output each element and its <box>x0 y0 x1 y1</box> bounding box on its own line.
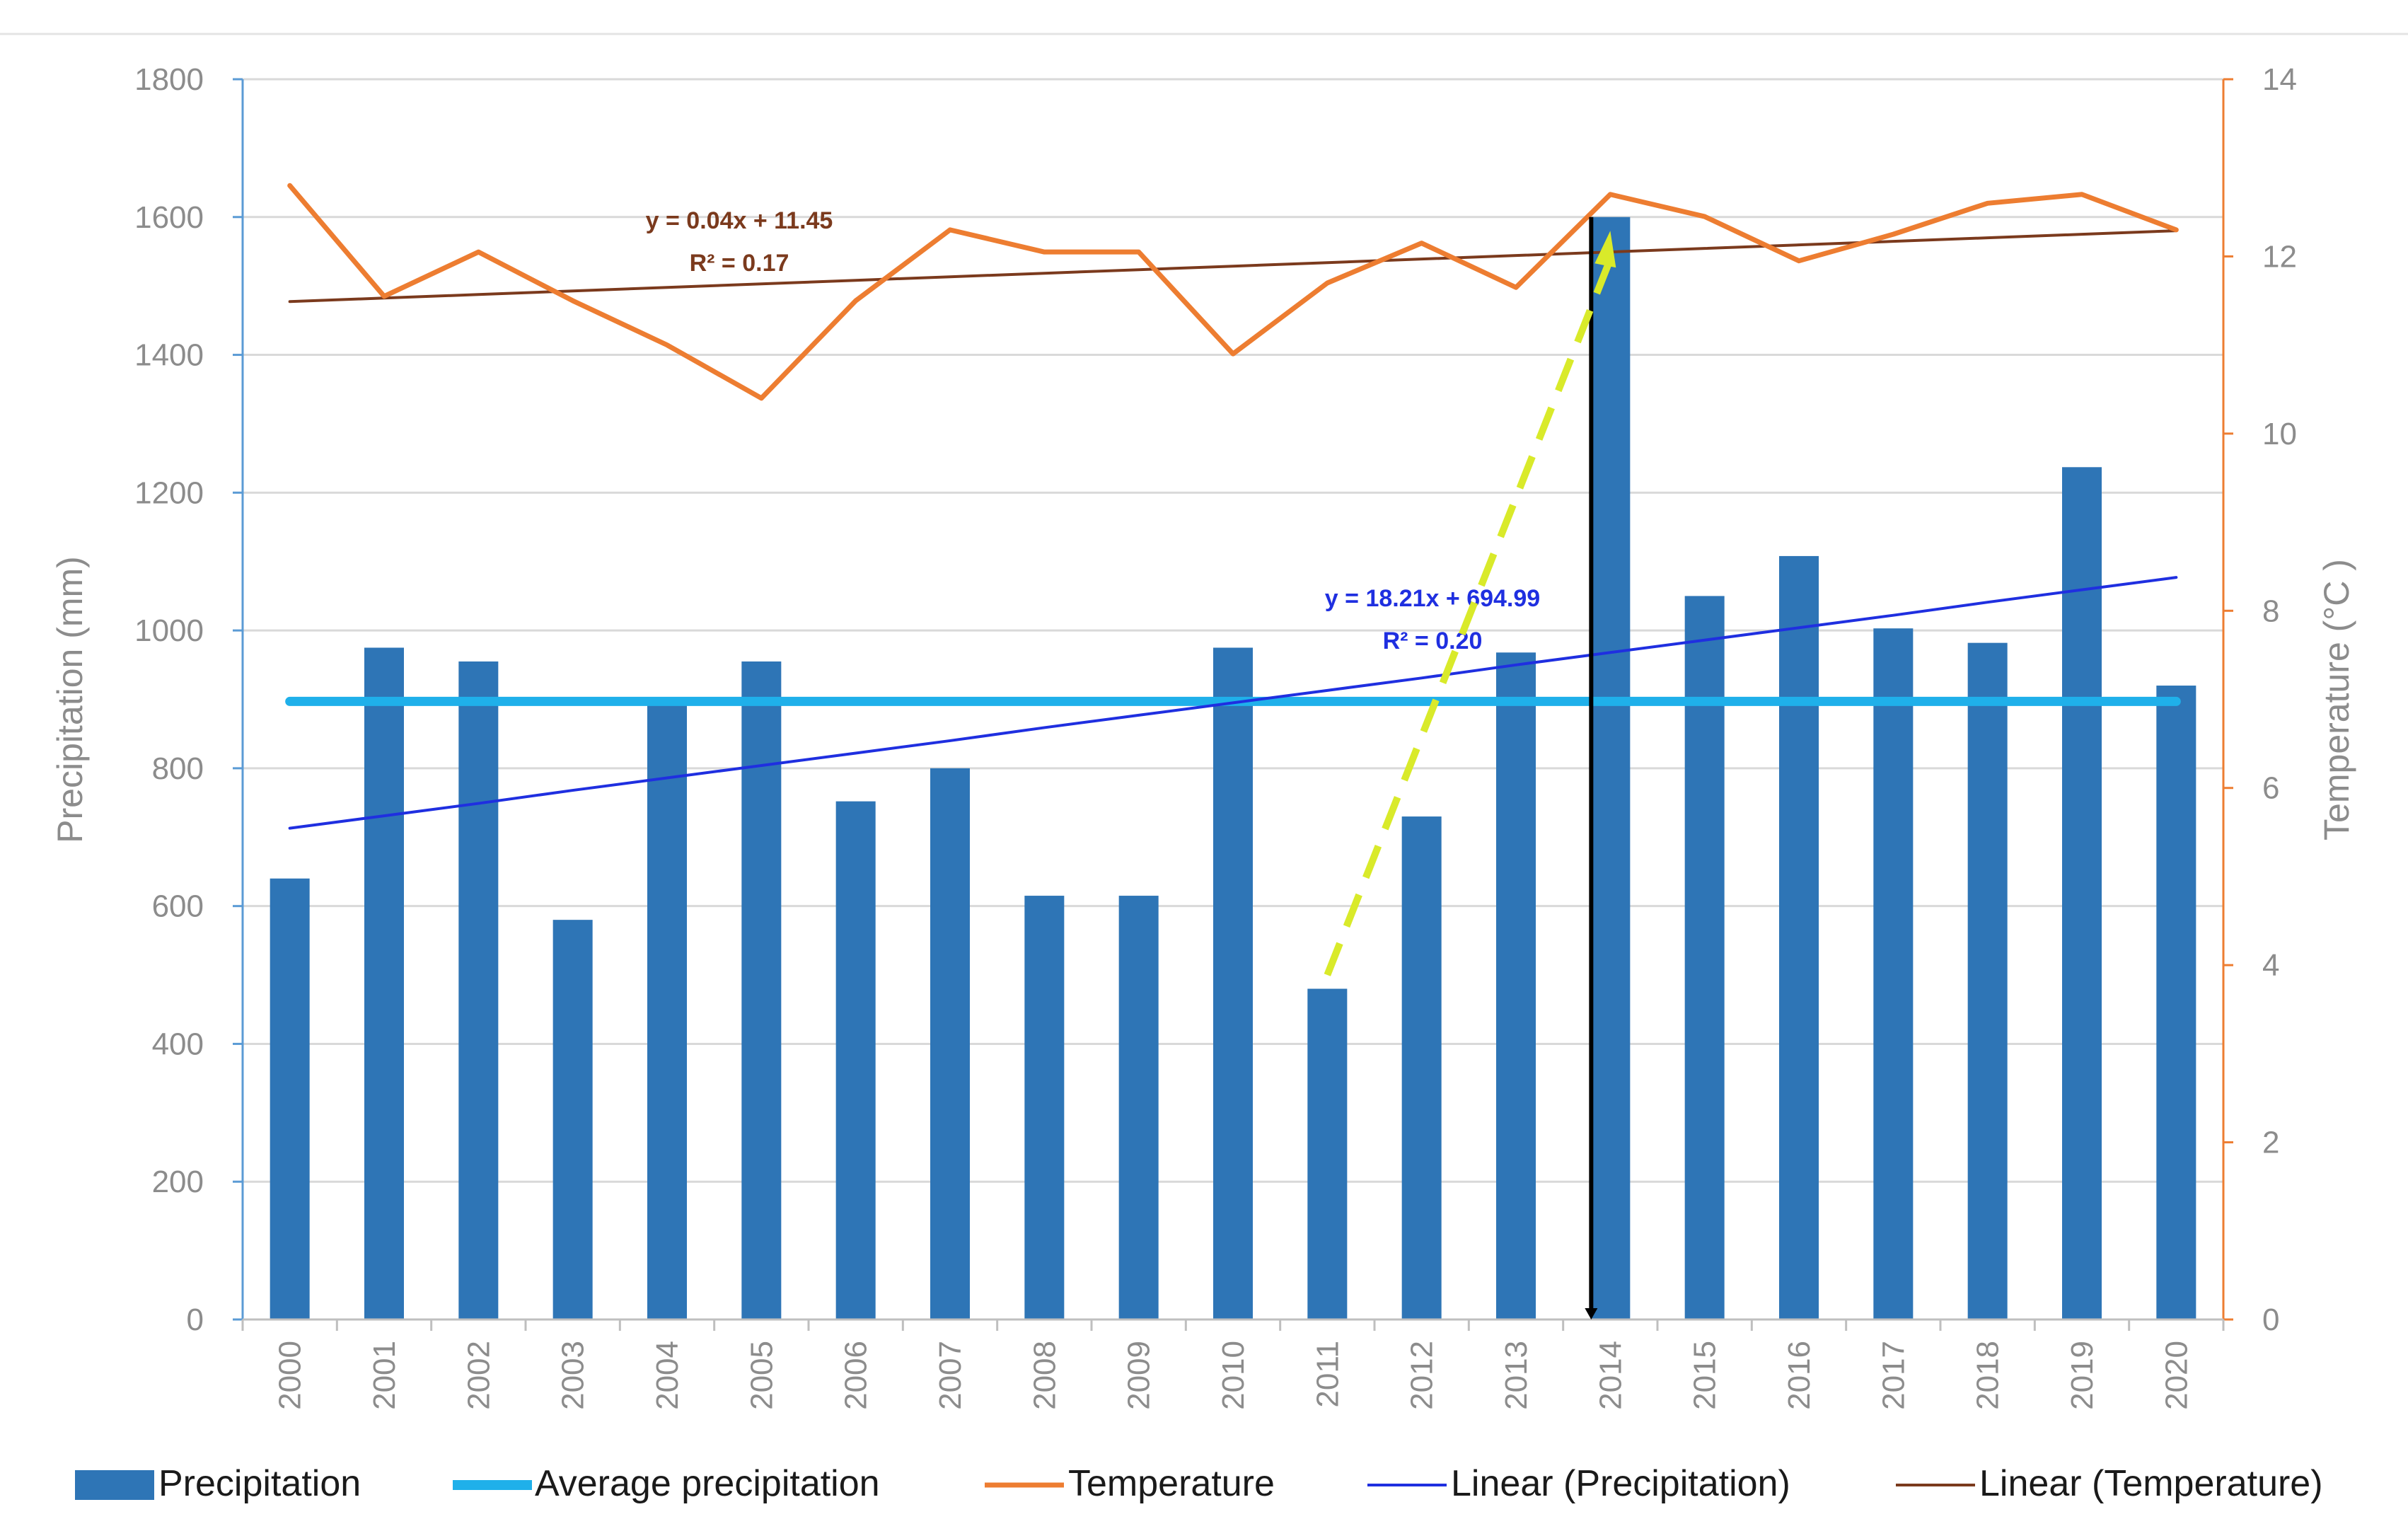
precipitation-bars <box>270 216 2196 1319</box>
precipitation-bar <box>1024 896 1065 1319</box>
precipitation-bar <box>552 920 593 1319</box>
x-tick-label: 2010 <box>1216 1341 1251 1410</box>
y-right-tick-label: 10 <box>2262 417 2297 451</box>
x-tick-label: 2001 <box>367 1341 402 1410</box>
precipitation-bar <box>1967 642 2008 1319</box>
x-tick-label: 2015 <box>1688 1341 1723 1410</box>
y-left-axis-title: Precipitation (mm) <box>50 556 90 843</box>
precipitation-bar <box>2062 467 2102 1319</box>
x-tick-label: 2008 <box>1027 1341 1062 1410</box>
y-right-axis-title: Temperature (°C ) <box>2317 559 2356 841</box>
legend-label-linear-temperature: Linear (Temperature) <box>1979 1463 2323 1504</box>
precipitation-bar <box>364 647 404 1319</box>
y-left-tick-label: 1600 <box>134 200 204 235</box>
y-right-tick-label: 4 <box>2262 948 2279 983</box>
precipitation-bar <box>647 703 687 1319</box>
temperature-trend-equation: y = 0.04x + 11.45 <box>646 207 833 234</box>
temperature-line <box>287 183 2179 401</box>
x-tick-label: 2016 <box>1782 1341 1817 1410</box>
precipitation-bar <box>1590 216 1631 1319</box>
annotations: y = 0.04x + 11.45 R² = 0.17 y = 18.21x +… <box>646 207 1616 1319</box>
precipitation-bar <box>1496 652 1536 1319</box>
precipitation-bar <box>2156 686 2196 1319</box>
y-right-tick-label: 6 <box>2262 771 2279 806</box>
temperature-trend-r2: R² = 0.17 <box>690 250 789 277</box>
series-lines <box>285 183 2181 830</box>
legend-label-temperature: Temperature <box>1068 1463 1275 1504</box>
x-tick-label: 2005 <box>744 1341 779 1410</box>
x-tick-label: 2002 <box>461 1341 496 1410</box>
y-left-tick-label: 200 <box>152 1165 204 1199</box>
x-tick-label: 2020 <box>2159 1341 2194 1410</box>
x-tick-label: 2009 <box>1122 1341 1157 1410</box>
precipitation-trendline <box>288 576 2178 830</box>
precipitation-bar <box>1779 555 1819 1319</box>
x-tick-label: 2017 <box>1876 1341 1911 1410</box>
precipitation-bar <box>270 878 310 1319</box>
legend-label-precipitation: Precipitation <box>158 1463 361 1504</box>
y-left-tick-label: 600 <box>152 889 204 924</box>
y-left-tick-label: 1400 <box>134 338 204 373</box>
legend: Precipitation Average precipitation Temp… <box>75 1463 2323 1504</box>
precipitation-bar <box>741 661 782 1319</box>
y-left-tick-label: 400 <box>152 1027 204 1061</box>
precipitation-bar <box>458 661 499 1319</box>
y-right-tick-label: 14 <box>2262 62 2297 97</box>
precipitation-bar <box>1401 816 1442 1319</box>
precipitation-bar <box>1118 896 1159 1319</box>
y-left-tick-label: 800 <box>152 751 204 786</box>
vertical-marker-arrowhead <box>1585 1308 1598 1319</box>
x-tick-label: 2014 <box>1593 1341 1628 1410</box>
y-left-tick-label: 1000 <box>134 613 204 648</box>
precipitation-bar <box>1873 628 1914 1319</box>
precipitation-bar <box>1307 988 1348 1319</box>
y-right-tick-label: 8 <box>2262 594 2279 628</box>
x-tick-label: 2019 <box>2065 1341 2100 1410</box>
x-tick-label: 2006 <box>839 1341 874 1410</box>
precipitation-bar <box>1684 596 1725 1319</box>
dashed-arrow-line <box>1324 258 1614 976</box>
y-left-tick-label: 1200 <box>134 475 204 510</box>
temperature-trendline <box>288 229 2178 304</box>
precipitation-bar <box>1213 647 1253 1319</box>
y-right-tick-label: 0 <box>2262 1303 2279 1337</box>
y-left-tick-label: 1800 <box>134 62 204 97</box>
x-tick-label: 2018 <box>1971 1341 2005 1410</box>
x-tick-label: 2012 <box>1405 1341 1440 1410</box>
y-right-tick-label: 12 <box>2262 239 2297 274</box>
x-tick-label: 2003 <box>556 1341 591 1410</box>
x-tick-label: 2013 <box>1499 1341 1534 1410</box>
precipitation-trend-r2: R² = 0.20 <box>1383 628 1483 654</box>
x-tick-label: 2000 <box>273 1341 308 1410</box>
precipitation-bar <box>835 801 876 1319</box>
legend-label-linear-precipitation: Linear (Precipitation) <box>1451 1463 1790 1504</box>
x-tick-label: 2011 <box>1310 1341 1345 1408</box>
precipitation-bar <box>930 768 970 1319</box>
y-right-tick-label: 2 <box>2262 1126 2279 1160</box>
precipitation-trend-equation: y = 18.21x + 694.99 <box>1325 585 1540 612</box>
dashed-arrow-head <box>1594 231 1616 268</box>
y-left-tick-label: 0 <box>187 1303 204 1337</box>
legend-label-average-precipitation: Average precipitation <box>535 1463 880 1504</box>
legend-swatch-precipitation <box>75 1470 154 1500</box>
x-tick-label: 2004 <box>650 1341 685 1410</box>
x-tick-label: 2007 <box>933 1341 968 1410</box>
axes: 0 200 400 600 800 1000 1200 1400 1600 1800 0 2 4 6 8 10… <box>50 62 2356 1410</box>
